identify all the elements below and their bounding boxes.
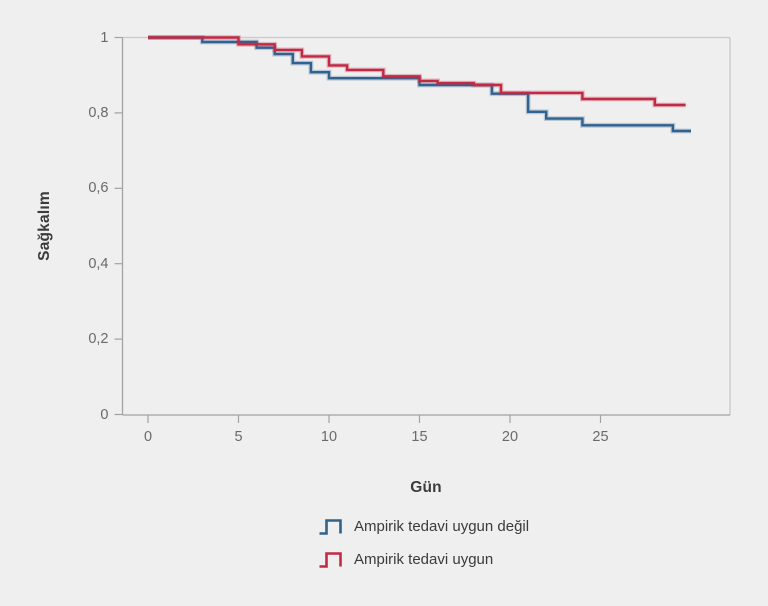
- x-tick-label: 0: [143, 429, 153, 445]
- legend-item-red[interactable]: Ampirik tedavi uygun: [318, 548, 529, 571]
- x-tick-label: 25: [592, 429, 609, 445]
- legend-label: Ampirik tedavi uygun değil: [354, 517, 530, 535]
- x-tick-label: 15: [411, 429, 428, 445]
- y-tick-label: 0,8: [88, 104, 109, 121]
- step-line-icon: [319, 551, 342, 568]
- series-line-red: [148, 35, 686, 108]
- y-tick-label: 0,6: [88, 180, 109, 197]
- y-tick-label: 1: [100, 29, 109, 46]
- series-line-red: [148, 36, 686, 107]
- x-tick-label: 5: [234, 429, 243, 445]
- x-axis-title: Gün: [410, 479, 442, 496]
- legend-label: Ampirik tedavi uygun: [354, 550, 494, 568]
- x-tick-label: 20: [501, 429, 519, 445]
- step-line-icon: [319, 518, 342, 535]
- y-axis-title: Sağkalım: [36, 191, 53, 261]
- x-tick-label: 10: [320, 429, 338, 445]
- y-tick-label: 0,2: [88, 331, 109, 348]
- legend-item-blue[interactable]: Ampirik tedavi uygun değil: [318, 515, 529, 538]
- y-tick-label: 0: [100, 406, 109, 423]
- y-tick-label: 0,4: [88, 255, 109, 272]
- series-line-blue: [148, 36, 691, 133]
- legend: Ampirik tedavi uygun değil Ampirik tedav…: [318, 515, 529, 581]
